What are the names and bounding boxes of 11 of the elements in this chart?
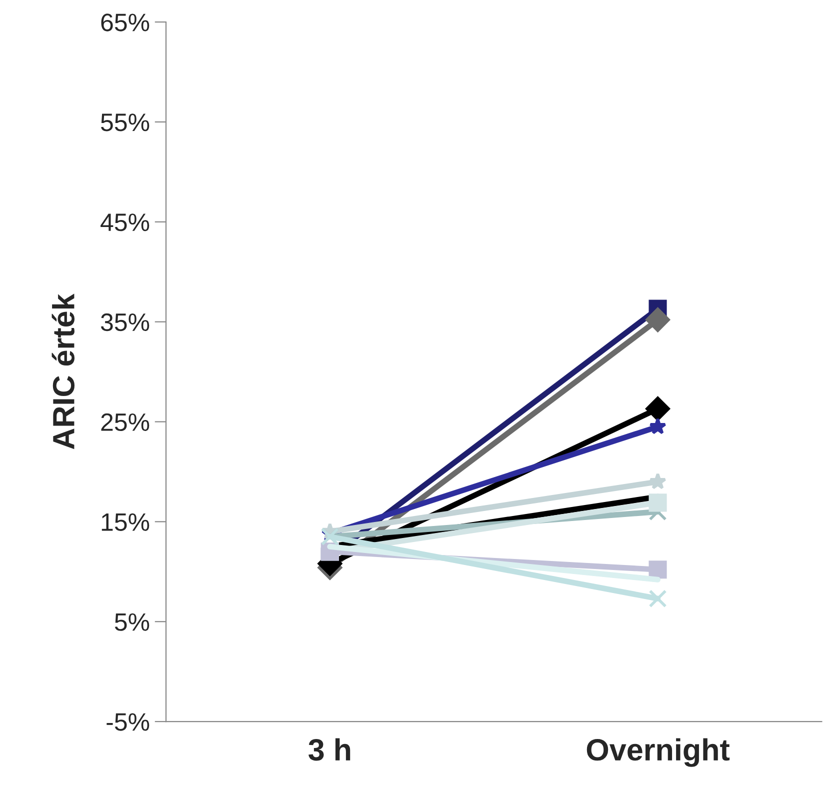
- y-tick-label: -5%: [106, 713, 150, 731]
- y-axis-title: ARIC érték: [52, 294, 75, 450]
- y-tick-label: 5%: [114, 613, 150, 631]
- y-tick-label: 65%: [101, 14, 150, 32]
- y-tick-label: 45%: [100, 214, 150, 232]
- y-tick-label: 25%: [101, 413, 150, 432]
- y-tick-label: 35%: [100, 313, 150, 332]
- x-tick-label: 3 h: [308, 738, 350, 761]
- y-tick-label: 15%: [102, 513, 150, 531]
- y-tick-label: 55%: [100, 114, 150, 132]
- x-tick-label: Overnight: [586, 738, 730, 767]
